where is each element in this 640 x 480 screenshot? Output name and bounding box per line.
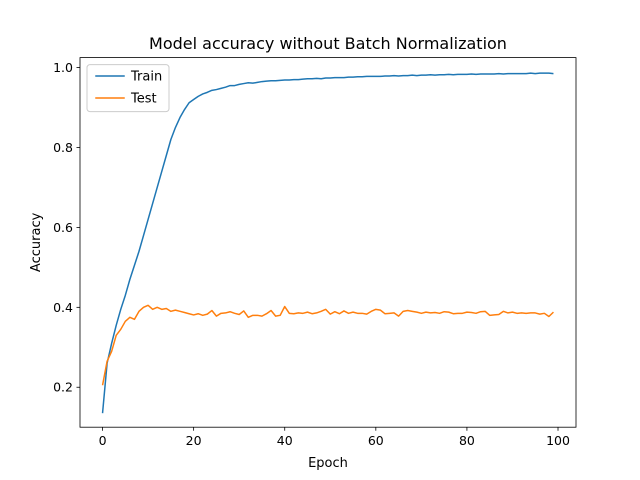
series-line-test: [101, 304, 554, 386]
x-tick-label: 0: [99, 433, 107, 448]
series-line-train: [101, 72, 554, 414]
x-tick-label: 40: [277, 433, 293, 448]
x-tick-label: 80: [459, 433, 475, 448]
x-axis: 0 20 40 60 80 100: [99, 427, 570, 448]
legend-label-train: Train: [130, 70, 162, 85]
y-tick-label: 0.4: [53, 300, 73, 315]
y-tick-label: 0.6: [53, 220, 73, 235]
y-tick-label: 0.2: [53, 380, 73, 395]
plot-frame: [79, 57, 577, 428]
x-axis-title: Epoch: [308, 456, 348, 471]
legend: Train Test: [86, 64, 170, 113]
x-tick-label: 60: [368, 433, 384, 448]
x-tick-label: 100: [546, 433, 570, 448]
y-tick-label: 1.0: [53, 60, 73, 75]
y-axis-title: Accuracy: [29, 212, 44, 272]
legend-label-test: Test: [130, 92, 157, 107]
y-axis: 0.2 0.4 0.6 0.8 1.0: [53, 60, 80, 395]
chart-title: Model accuracy without Batch Normalizati…: [149, 34, 507, 53]
plot-lines: [101, 72, 554, 414]
x-tick-label: 20: [186, 433, 202, 448]
y-tick-label: 0.8: [53, 140, 73, 155]
